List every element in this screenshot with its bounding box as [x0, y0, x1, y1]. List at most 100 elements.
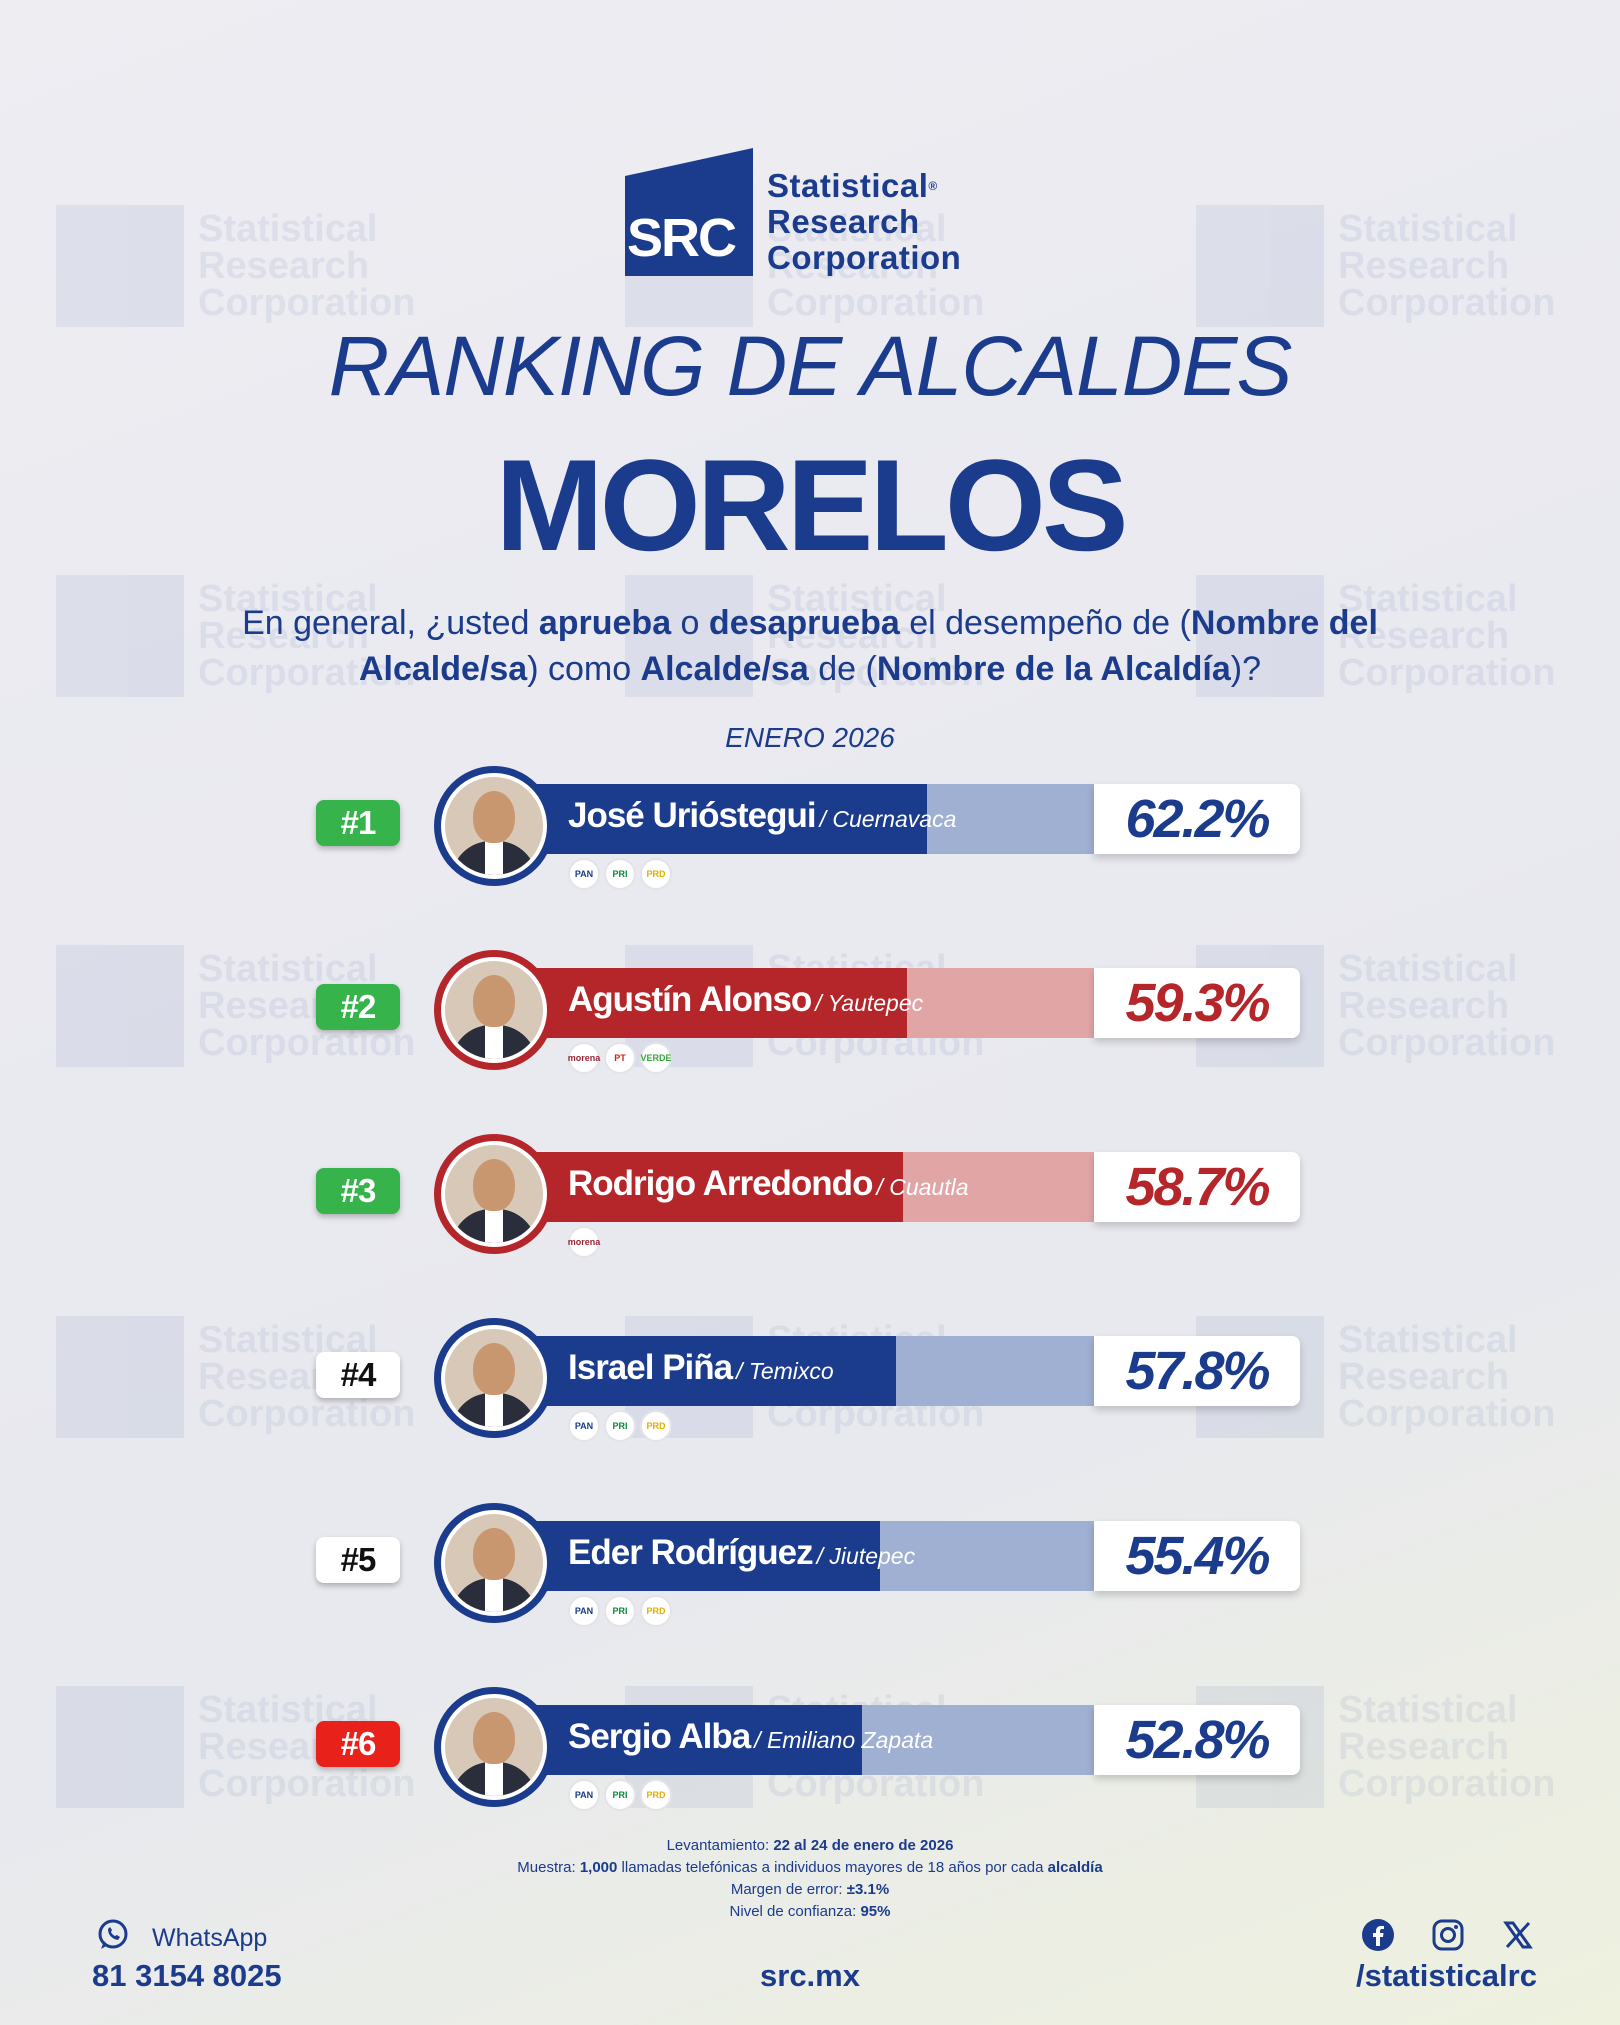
municipality-name: / Cuautla	[876, 1174, 969, 1200]
bar-track	[500, 784, 1100, 854]
municipality-name: / Temixco	[736, 1358, 834, 1384]
mayor-name-label: Agustín Alonso / Yautepec	[568, 980, 923, 1020]
party-logo-prd: PRD	[640, 1595, 672, 1627]
survey-period: ENERO 2026	[725, 722, 895, 753]
logo-line-3: Corporation	[767, 239, 962, 276]
party-logo-pri: PRI	[604, 1595, 636, 1627]
rank-badge: #1	[316, 800, 400, 846]
mayor-photo	[434, 1687, 554, 1807]
municipality-name: / Cuernavaca	[819, 806, 957, 832]
party-logo-pan: PAN	[568, 1410, 600, 1442]
party-logo-morena: morena	[568, 1226, 600, 1258]
municipality-name: / Jiutepec	[816, 1543, 916, 1569]
chart-subtitle: MORELOS	[495, 432, 1128, 578]
municipality-name: / Yautepec	[815, 990, 924, 1016]
src-logo-mark: SRC	[625, 148, 753, 276]
bar-value	[500, 784, 927, 854]
bar-track	[500, 1336, 1100, 1406]
bar-value	[500, 968, 907, 1038]
bar-value-label: 55.4%	[1094, 1521, 1300, 1591]
party-logos: PAN PRI PRD	[568, 1595, 672, 1627]
bar-value	[500, 1521, 880, 1591]
mayor-name-label: Eder Rodríguez / Jiutepec	[568, 1533, 915, 1573]
phone-number[interactable]: 81 3154 8025	[92, 1958, 282, 1993]
party-logos: PAN PRI PRD	[568, 1779, 672, 1811]
municipality-name: / Emiliano Zapata	[754, 1727, 934, 1753]
bar-value	[500, 1336, 896, 1406]
party-logo-pan: PAN	[568, 1779, 600, 1811]
bar-track	[500, 1521, 1100, 1591]
bar-value	[500, 1705, 862, 1775]
mayor-photo	[434, 1318, 554, 1438]
party-logo-pri: PRI	[604, 858, 636, 890]
rank-badge: #6	[316, 1721, 400, 1767]
party-logo-pan: PAN	[568, 1595, 600, 1627]
party-logo-verde: VERDE	[640, 1042, 672, 1074]
bar-value-label: 57.8%	[1094, 1336, 1300, 1406]
bar-value-label: 59.3%	[1094, 968, 1300, 1038]
mayor-name-label: José Urióstegui / Cuernavaca	[568, 796, 956, 836]
bar-value	[500, 1152, 903, 1222]
mayor-name: José Urióstegui	[568, 796, 817, 835]
src-logo-text: Statistical® Research Corporation	[767, 168, 961, 276]
mayor-photo	[434, 1503, 554, 1623]
instagram-icon[interactable]	[1428, 1915, 1468, 1955]
bar-track	[500, 1705, 1100, 1775]
bar-value-label: 58.7%	[1094, 1152, 1300, 1222]
ranking-row: #4 57.8% Israel Piña / Temixco PAN PRI PRD	[0, 1318, 1620, 1458]
rank-badge: #3	[316, 1168, 400, 1214]
bar-value-label: 62.2%	[1094, 784, 1300, 854]
ranking-row: #3 58.7% Rodrigo Arredondo / Cuautla morena	[0, 1134, 1620, 1274]
party-logo-prd: PRD	[640, 1410, 672, 1442]
methodology-note: Levantamiento: 22 al 24 de enero de 2026…	[517, 1837, 1103, 1920]
mayor-photo	[434, 766, 554, 886]
mayor-photo	[434, 1134, 554, 1254]
mayor-name: Israel Piña	[568, 1348, 733, 1387]
party-logo-pri: PRI	[604, 1410, 636, 1442]
whatsapp-label: WhatsApp	[152, 1924, 268, 1952]
party-logos: PAN PRI PRD	[568, 1410, 672, 1442]
bar-track	[500, 1152, 1100, 1222]
src-logo: SRC Statistical® Research Corporation	[625, 148, 961, 276]
bar-value-label: 52.8%	[1094, 1705, 1300, 1775]
social-handle[interactable]: /statisticalrc	[1356, 1958, 1537, 1993]
x-icon[interactable]	[1498, 1915, 1538, 1955]
social-icons	[1358, 1915, 1538, 1955]
ranking-row: #5 55.4% Eder Rodríguez / Jiutepec PAN PRI PRD	[0, 1503, 1620, 1643]
svg-text:SRC: SRC	[627, 208, 736, 268]
party-logo-prd: PRD	[640, 858, 672, 890]
logo-line-2: Research	[767, 203, 920, 240]
whatsapp-contact[interactable]: WhatsApp	[96, 1918, 267, 1959]
chart-title: RANKING DE ALCALDES	[328, 319, 1293, 413]
bar-track	[500, 968, 1100, 1038]
mayor-name: Rodrigo Arredondo	[568, 1164, 873, 1203]
mayor-name-label: Sergio Alba / Emiliano Zapata	[568, 1717, 933, 1757]
party-logo-prd: PRD	[640, 1779, 672, 1811]
mayor-name: Eder Rodríguez	[568, 1533, 814, 1572]
party-logos: morena	[568, 1226, 600, 1258]
party-logo-morena: morena	[568, 1042, 600, 1074]
party-logos: PAN PRI PRD	[568, 858, 672, 890]
mayor-name: Agustín Alonso	[568, 980, 812, 1019]
registered-mark: ®	[928, 179, 938, 193]
survey-question: En general, ¿usted aprueba o desaprueba …	[242, 604, 1378, 688]
party-logo-pt: PT	[604, 1042, 636, 1074]
whatsapp-icon	[96, 1918, 130, 1959]
rank-badge: #4	[316, 1352, 400, 1398]
ranking-row: #6 52.8% Sergio Alba / Emiliano Zapata PAN PR…	[0, 1687, 1620, 1827]
party-logos: morena PT VERDE	[568, 1042, 672, 1074]
logo-line-1: Statistical	[767, 167, 929, 204]
website-link[interactable]: src.mx	[760, 1958, 860, 1993]
rank-badge: #2	[316, 984, 400, 1030]
rank-badge: #5	[316, 1537, 400, 1583]
facebook-icon[interactable]	[1358, 1915, 1398, 1955]
mayor-photo	[434, 950, 554, 1070]
party-logo-pri: PRI	[604, 1779, 636, 1811]
ranking-row: #2 59.3% Agustín Alonso / Yautepec morena PT V…	[0, 950, 1620, 1090]
party-logo-pan: PAN	[568, 858, 600, 890]
ranking-row: #1 62.2% José Urióstegui / Cuernavaca PAN PRI…	[0, 766, 1620, 906]
mayor-name: Sergio Alba	[568, 1717, 751, 1756]
mayor-name-label: Israel Piña / Temixco	[568, 1348, 834, 1388]
